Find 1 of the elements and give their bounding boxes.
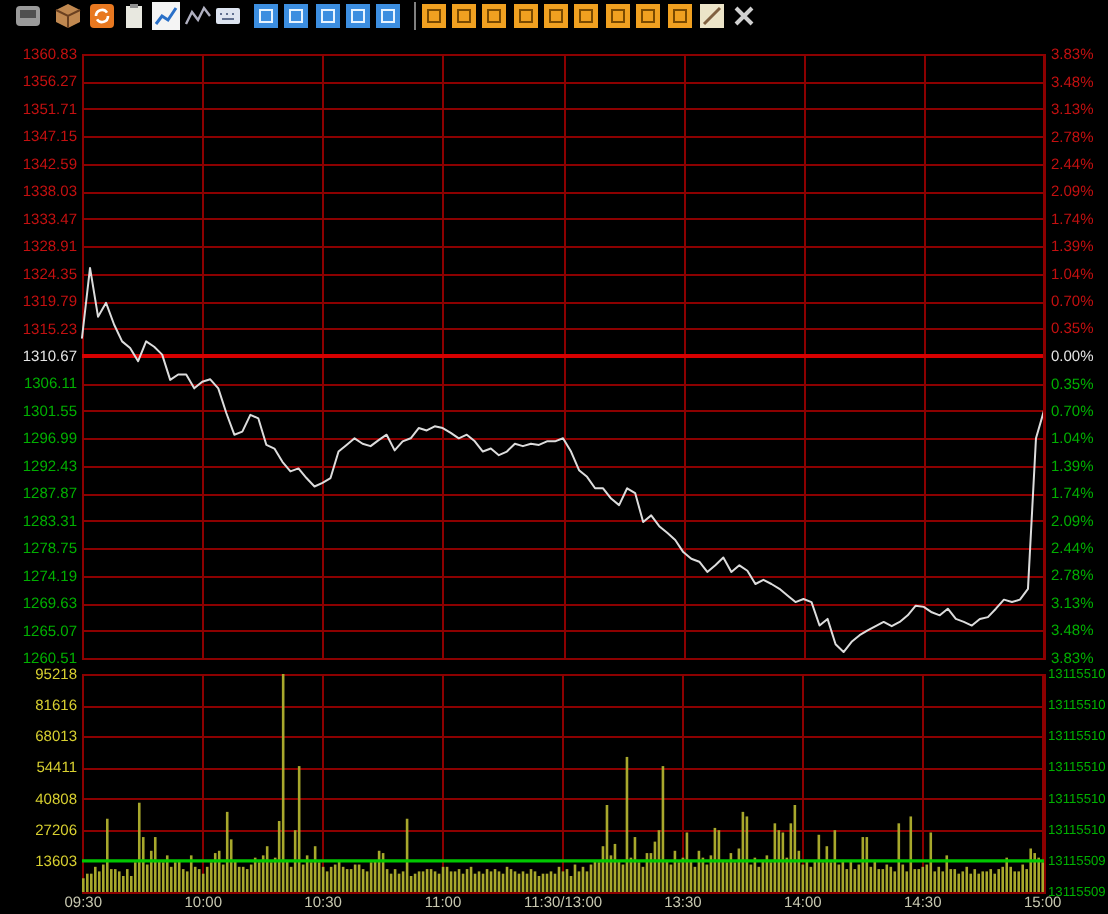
line-series xyxy=(81,266,1045,654)
